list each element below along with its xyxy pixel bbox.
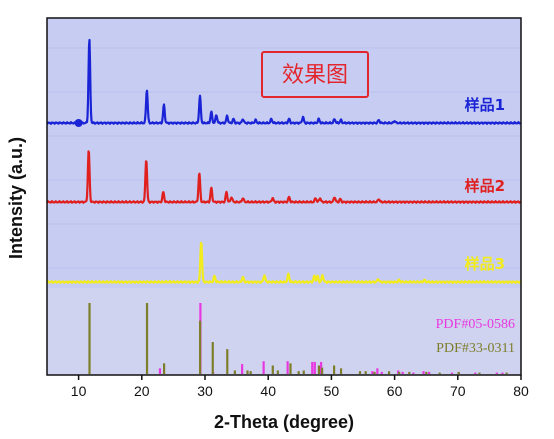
legend-pdf-33-0311: PDF#33-0311 bbox=[436, 341, 515, 356]
effect-badge-box bbox=[261, 51, 369, 98]
x-axis-title: 2-Theta (degree) bbox=[214, 412, 354, 432]
trace-sample-3 bbox=[46, 241, 522, 284]
y-axis-title: Intensity (a.u.) bbox=[6, 137, 26, 259]
x-tick-label: 10 bbox=[71, 383, 87, 399]
legend-pdf-05-0586: PDF#05-0586 bbox=[436, 317, 515, 332]
plot-frame bbox=[46, 17, 522, 376]
trace-sample-2 bbox=[46, 150, 522, 204]
x-tick-label: 60 bbox=[387, 383, 403, 399]
reference-sticks bbox=[88, 303, 508, 374]
trace-sample-1 bbox=[46, 38, 522, 125]
x-tick-label: 30 bbox=[197, 383, 213, 399]
sample-traces bbox=[46, 38, 522, 284]
grid-lines bbox=[47, 47, 521, 269]
x-tick-label: 70 bbox=[450, 383, 466, 399]
x-axis-ticks: 10 20 30 40 50 60 70 80 bbox=[71, 375, 529, 399]
effect-badge-text: 效果图 bbox=[282, 63, 348, 88]
legend-sample-1: 样品1 bbox=[465, 96, 505, 114]
x-tick-label: 40 bbox=[260, 383, 276, 399]
x-tick-label: 50 bbox=[324, 383, 340, 399]
legend-sample-3: 样品3 bbox=[465, 255, 505, 273]
x-tick-label: 80 bbox=[513, 383, 529, 399]
legend-sample-2: 样品2 bbox=[465, 177, 505, 195]
reference-panel-background bbox=[47, 288, 521, 375]
plot-background bbox=[47, 18, 521, 288]
x-tick-label: 20 bbox=[134, 383, 150, 399]
trace-marker bbox=[74, 119, 83, 127]
